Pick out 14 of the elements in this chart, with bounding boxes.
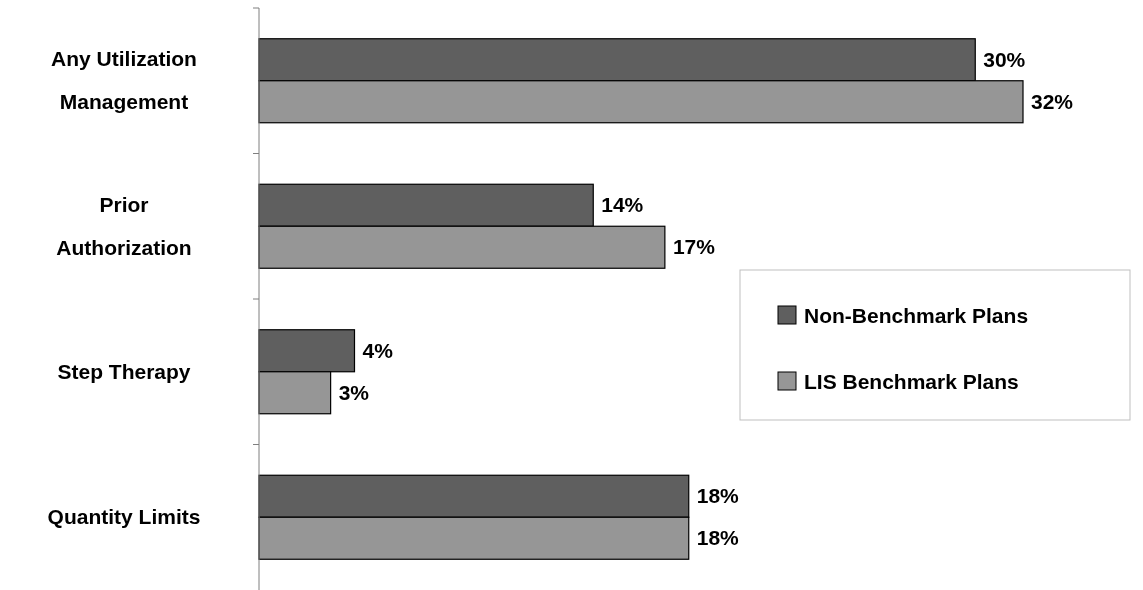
data-label: 17% [672, 235, 716, 259]
legend-label: LIS Benchmark Plans [804, 370, 1019, 393]
y-tick-label: Any Utilization Management [51, 47, 197, 114]
data-label: 4% [362, 338, 394, 362]
y-tick-label: Prior Authorization [56, 192, 192, 259]
data-label: 32% [1031, 89, 1074, 113]
data-label: 3% [338, 380, 370, 404]
legend-label: Non-Benchmark Plans [804, 304, 1029, 327]
data-label: 14% [601, 193, 644, 217]
y-tick-label: Step Therapy [57, 359, 191, 383]
data-label: 18% [696, 526, 740, 550]
data-label: 18% [696, 484, 740, 508]
y-tick-label: Quantity Limits [47, 505, 201, 529]
data-label: 30% [983, 47, 1026, 71]
